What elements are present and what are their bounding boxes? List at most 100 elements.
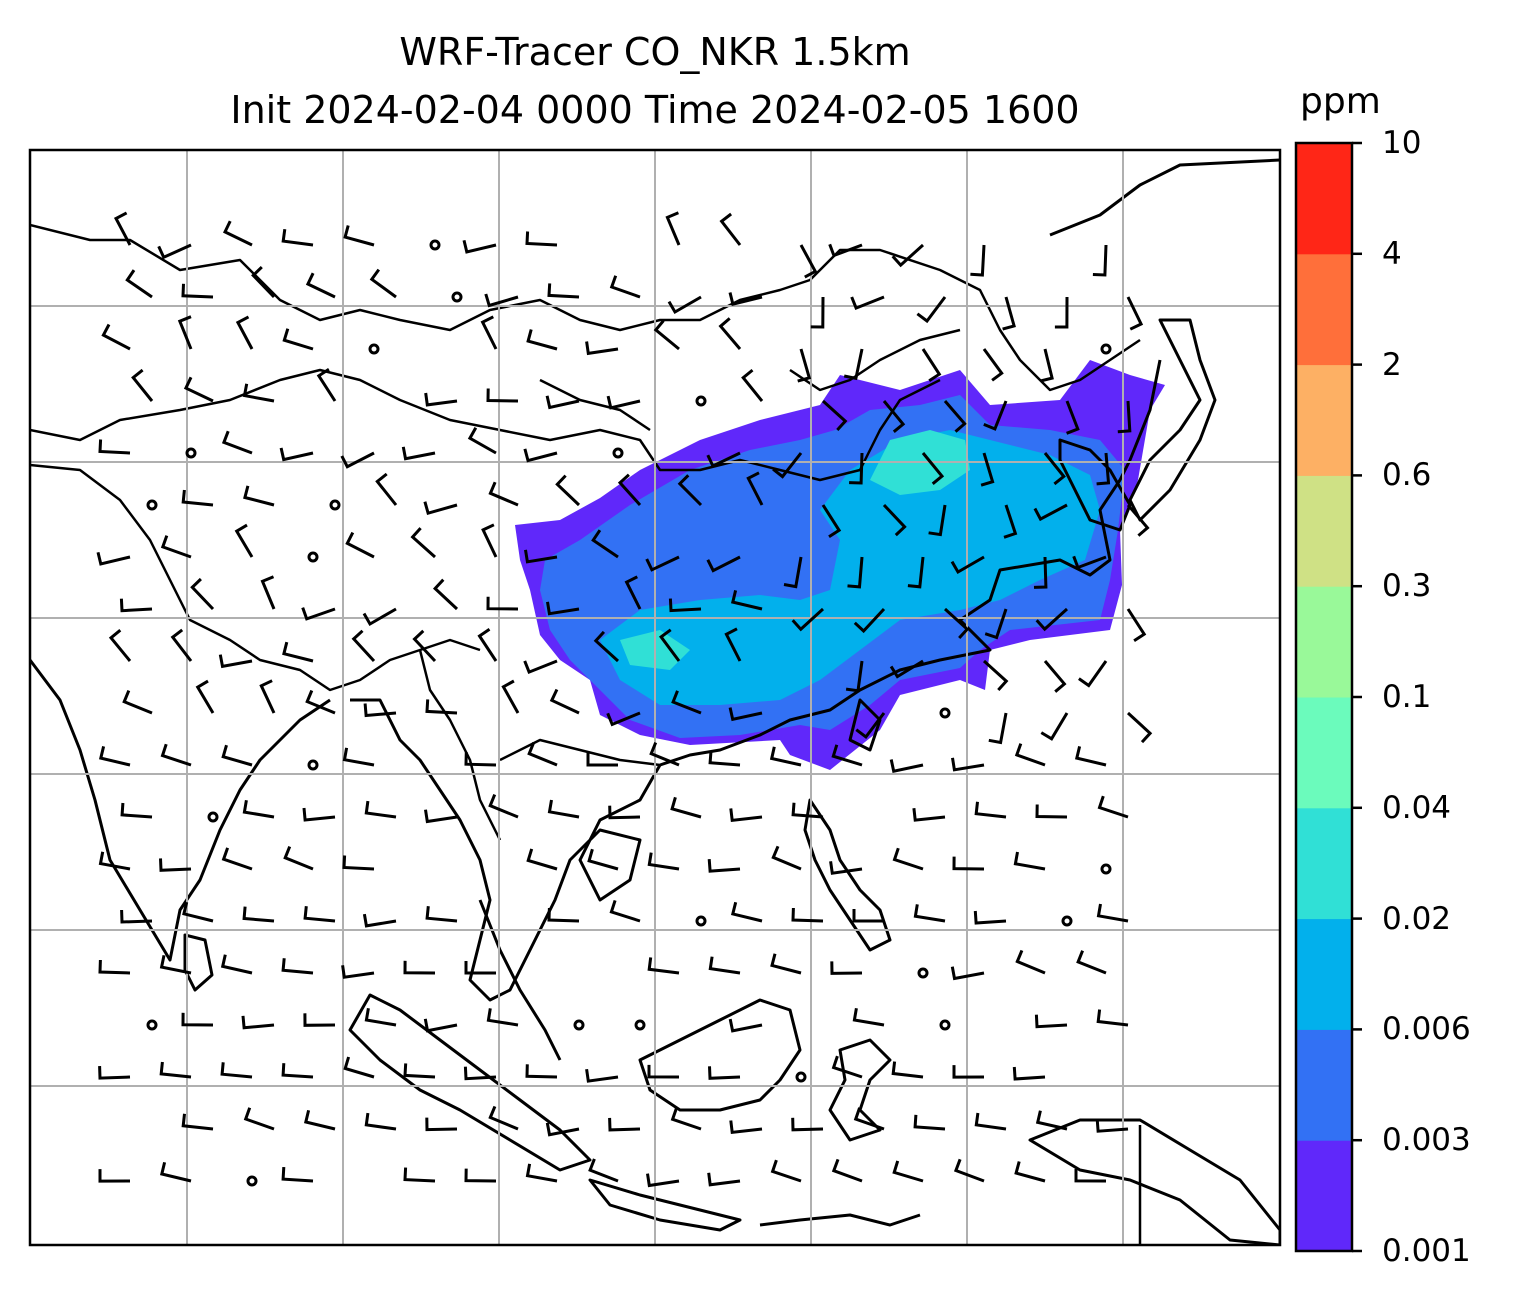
wind-barb xyxy=(242,906,275,923)
wind-barb xyxy=(432,578,459,611)
wind-barb xyxy=(916,296,947,324)
wind-barb xyxy=(889,659,924,679)
wind-barb xyxy=(671,690,702,715)
lesser-sunda xyxy=(759,1213,921,1227)
wind-barb xyxy=(1043,660,1067,693)
wind-barb xyxy=(585,341,619,356)
wind-barb xyxy=(1040,712,1069,741)
wind-barb xyxy=(524,549,558,564)
wind-barb xyxy=(1074,1168,1107,1183)
wind-barb xyxy=(1096,903,1129,923)
colorbar-segment xyxy=(1296,143,1352,255)
wind-barb xyxy=(501,679,520,714)
wind-barb xyxy=(831,1158,863,1183)
taiwan-coast xyxy=(848,698,882,752)
wind-barb xyxy=(647,957,680,975)
colorbar-segment xyxy=(1296,364,1352,476)
wind-barb xyxy=(282,328,314,351)
wind-barb xyxy=(364,1112,397,1131)
wind-barb xyxy=(122,690,153,715)
wind-barb xyxy=(98,439,131,455)
wind-barb xyxy=(523,659,558,675)
wind-barb xyxy=(588,1158,619,1183)
wind-barb xyxy=(730,590,763,611)
wind-barb xyxy=(1092,244,1108,277)
borneo xyxy=(638,998,802,1112)
wind-barb xyxy=(302,807,336,822)
wind-barb xyxy=(770,953,802,975)
wind-barb xyxy=(486,596,519,611)
wind-barb xyxy=(982,659,1009,692)
wind-barb xyxy=(677,474,703,507)
wind-barb xyxy=(783,556,803,589)
wind-barb xyxy=(606,395,641,410)
wind-barb xyxy=(1033,556,1048,589)
wind-barb xyxy=(1002,296,1016,331)
china-coast xyxy=(659,359,1162,767)
map-frame xyxy=(28,148,1282,1247)
wind-barb xyxy=(183,376,214,403)
calm-wind-marker xyxy=(451,291,463,303)
wind-barb xyxy=(770,1159,802,1183)
wind-barb xyxy=(221,430,253,455)
wind-barb xyxy=(303,1013,336,1027)
wind-barb xyxy=(340,451,375,469)
wind-barb xyxy=(362,607,397,627)
wind-barb xyxy=(1096,1009,1129,1027)
wind-barb xyxy=(649,742,680,767)
wind-barbs xyxy=(96,211,1153,1188)
wind-barb xyxy=(345,531,375,559)
wind-barb xyxy=(488,1105,519,1131)
wind-barb xyxy=(609,899,641,923)
wind-barb xyxy=(243,485,275,507)
wind-barb xyxy=(279,447,314,462)
wind-barb xyxy=(235,315,254,350)
wind-barb xyxy=(195,679,215,714)
calm-wind-marker xyxy=(368,343,380,355)
russia-coast xyxy=(1049,158,1280,237)
wind-barb xyxy=(410,527,436,559)
wind-barb xyxy=(587,848,619,871)
wind-barb xyxy=(974,1112,1007,1131)
wind-barb xyxy=(1013,851,1046,871)
wind-barb xyxy=(364,800,397,819)
philippines xyxy=(803,798,892,952)
wind-barb xyxy=(343,225,375,247)
wind-barb xyxy=(220,954,253,975)
calm-wind-marker xyxy=(207,811,219,823)
wind-barb xyxy=(181,283,214,299)
wind-barb xyxy=(892,1160,924,1183)
wind-barb xyxy=(791,907,824,923)
wind-barb xyxy=(98,1169,131,1183)
wind-barb xyxy=(1095,1119,1129,1133)
wind-barb xyxy=(375,472,398,506)
wind-barb xyxy=(259,679,276,714)
wind-barb xyxy=(403,960,436,975)
wind-barb xyxy=(525,231,558,247)
wind-barb xyxy=(159,1161,192,1183)
malay-peninsula xyxy=(478,899,562,1061)
wind-barb xyxy=(1072,555,1107,570)
wind-barb xyxy=(889,759,924,773)
wind-barb xyxy=(1035,607,1069,632)
wind-barb xyxy=(464,961,496,975)
colorbar-segment xyxy=(1296,807,1352,920)
wind-barb xyxy=(1126,296,1144,331)
wind-barb xyxy=(282,641,314,663)
wind-barb xyxy=(181,1113,214,1131)
wind-barb xyxy=(849,452,864,485)
wind-barb xyxy=(708,1066,741,1080)
wind-barb xyxy=(525,1064,558,1079)
wind-barb xyxy=(281,1063,314,1079)
wind-barb xyxy=(120,802,153,819)
colorbar-segment xyxy=(1296,475,1352,587)
wind-barb xyxy=(982,348,1004,382)
calm-wind-marker xyxy=(573,1019,585,1031)
wind-barb xyxy=(547,799,580,819)
wind-barb xyxy=(706,555,741,573)
wind-barb xyxy=(593,630,620,663)
colorbar-tick-label: 4 xyxy=(1382,235,1402,272)
wind-barb xyxy=(425,699,458,715)
wind-barb xyxy=(480,315,498,350)
